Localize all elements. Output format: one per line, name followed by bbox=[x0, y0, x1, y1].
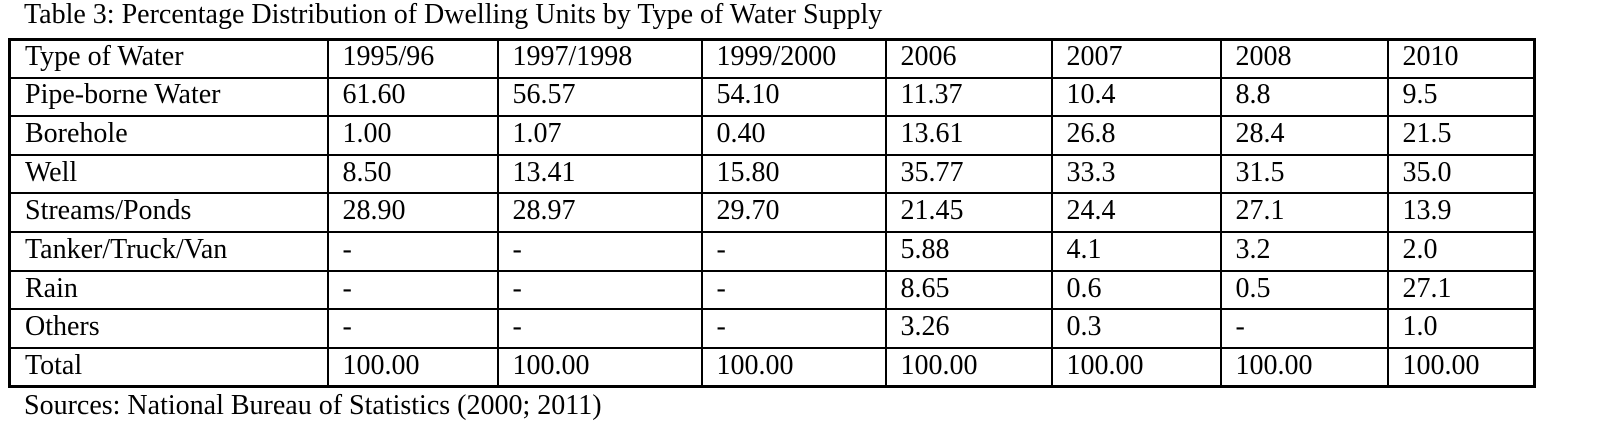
value-cell: 29.70 bbox=[700, 192, 887, 233]
value-cell: 28.4 bbox=[1219, 115, 1389, 156]
value-cell: 28.97 bbox=[496, 192, 703, 233]
value-cell: 11.37 bbox=[884, 76, 1053, 118]
value-cell: - bbox=[326, 269, 499, 311]
value-cell: 13.61 bbox=[884, 115, 1053, 156]
table-row: Streams/Ponds 28.90 28.97 29.70 21.45 24.4 27.… bbox=[8, 192, 1536, 233]
value-cell: 27.1 bbox=[1386, 269, 1536, 311]
value-cell: 3.26 bbox=[884, 308, 1053, 349]
value-cell: 1.0 bbox=[1386, 308, 1536, 349]
value-cell: - bbox=[326, 231, 499, 272]
column-header: 1995/96 bbox=[326, 38, 499, 79]
value-cell: 100.00 bbox=[700, 346, 887, 388]
value-cell: 100.00 bbox=[326, 346, 499, 388]
value-cell: 100.00 bbox=[1219, 346, 1389, 388]
value-cell: 61.60 bbox=[326, 76, 499, 118]
value-cell: - bbox=[496, 231, 703, 272]
table-row: Well 8.50 13.41 15.80 35.77 33.3 31.5 35.0 bbox=[8, 153, 1536, 195]
value-cell: 26.8 bbox=[1050, 115, 1222, 156]
value-cell: 5.88 bbox=[884, 231, 1053, 272]
value-cell: 8.50 bbox=[326, 153, 499, 195]
value-cell: 8.8 bbox=[1219, 76, 1389, 118]
value-cell: 100.00 bbox=[496, 346, 703, 388]
table-row: Others - - -3.26 0.3-1.0 bbox=[8, 308, 1536, 349]
value-cell: 100.00 bbox=[1050, 346, 1222, 388]
value-cell: 35.0 bbox=[1386, 153, 1536, 195]
column-header: 1997/1998 bbox=[496, 38, 703, 79]
table-row: Rain - - -8.65 0.6 0.5 27.1 bbox=[8, 269, 1536, 311]
value-cell: 8.65 bbox=[884, 269, 1053, 311]
row-label-cell: Pipe-borne Water bbox=[8, 76, 329, 118]
row-label-cell: Tanker/Truck/Van bbox=[8, 231, 329, 272]
value-cell: 9.5 bbox=[1386, 76, 1536, 118]
source-note: Sources: National Bureau of Statistics (… bbox=[24, 390, 602, 421]
value-cell: 0.5 bbox=[1219, 269, 1389, 311]
row-label-cell: Others bbox=[8, 308, 329, 349]
value-cell: 3.2 bbox=[1219, 231, 1389, 272]
row-label-cell: Streams/Ponds bbox=[8, 192, 329, 233]
value-cell: 28.90 bbox=[326, 192, 499, 233]
value-cell: 0.6 bbox=[1050, 269, 1222, 311]
value-cell: 4.1 bbox=[1050, 231, 1222, 272]
table-row: Tanker/Truck/Van - - -5.88 4.1 3.2 2.0 bbox=[8, 231, 1536, 272]
water-supply-table: Type of Water 1995/96 1997/1998 1999/2000 20… bbox=[8, 38, 1536, 388]
value-cell: - bbox=[700, 231, 887, 272]
row-label-cell: Well bbox=[8, 153, 329, 195]
value-cell: - bbox=[326, 308, 499, 349]
value-cell: 21.5 bbox=[1386, 115, 1536, 156]
column-header: 2006 bbox=[884, 38, 1053, 79]
value-cell: 2.0 bbox=[1386, 231, 1536, 272]
column-header: 2010 bbox=[1386, 38, 1536, 79]
value-cell: - bbox=[700, 269, 887, 311]
value-cell: 100.00 bbox=[1386, 346, 1536, 388]
value-cell: - bbox=[496, 269, 703, 311]
value-cell: - bbox=[1219, 308, 1389, 349]
table-caption: Table 3: Percentage Distribution of Dwel… bbox=[24, 0, 883, 30]
value-cell: - bbox=[496, 308, 703, 349]
value-cell: 10.4 bbox=[1050, 76, 1222, 118]
value-cell: - bbox=[700, 308, 887, 349]
value-cell: 1.07 bbox=[496, 115, 703, 156]
row-label-cell: Borehole bbox=[8, 115, 329, 156]
value-cell: 0.40 bbox=[700, 115, 887, 156]
value-cell: 27.1 bbox=[1219, 192, 1389, 233]
value-cell: 56.57 bbox=[496, 76, 703, 118]
table-body: Pipe-borne Water 61.60 56.57 54.10 11.37 10.4… bbox=[8, 76, 1536, 388]
column-header: 2008 bbox=[1219, 38, 1389, 79]
table-row: Total 100.00 100.00 100.00 100.00 100.00 100.0… bbox=[8, 346, 1536, 388]
table-row: Pipe-borne Water 61.60 56.57 54.10 11.37 10.4… bbox=[8, 76, 1536, 118]
value-cell: 1.00 bbox=[326, 115, 499, 156]
value-cell: 13.9 bbox=[1386, 192, 1536, 233]
value-cell: 35.77 bbox=[884, 153, 1053, 195]
value-cell: 54.10 bbox=[700, 76, 887, 118]
value-cell: 33.3 bbox=[1050, 153, 1222, 195]
value-cell: 24.4 bbox=[1050, 192, 1222, 233]
row-label-cell: Rain bbox=[8, 269, 329, 311]
value-cell: 100.00 bbox=[884, 346, 1053, 388]
column-header: 2007 bbox=[1050, 38, 1222, 79]
value-cell: 13.41 bbox=[496, 153, 703, 195]
table-row: Borehole 1.00 1.07 0.40 13.61 26.8 28.4 21.5 bbox=[8, 115, 1536, 156]
header-row: Type of Water 1995/96 1997/1998 1999/2000 20… bbox=[8, 38, 1536, 79]
column-header: 1999/2000 bbox=[700, 38, 887, 79]
value-cell: 15.80 bbox=[700, 153, 887, 195]
value-cell: 21.45 bbox=[884, 192, 1053, 233]
row-label-cell: Total bbox=[8, 346, 329, 388]
column-header: Type of Water bbox=[8, 38, 329, 79]
value-cell: 0.3 bbox=[1050, 308, 1222, 349]
value-cell: 31.5 bbox=[1219, 153, 1389, 195]
